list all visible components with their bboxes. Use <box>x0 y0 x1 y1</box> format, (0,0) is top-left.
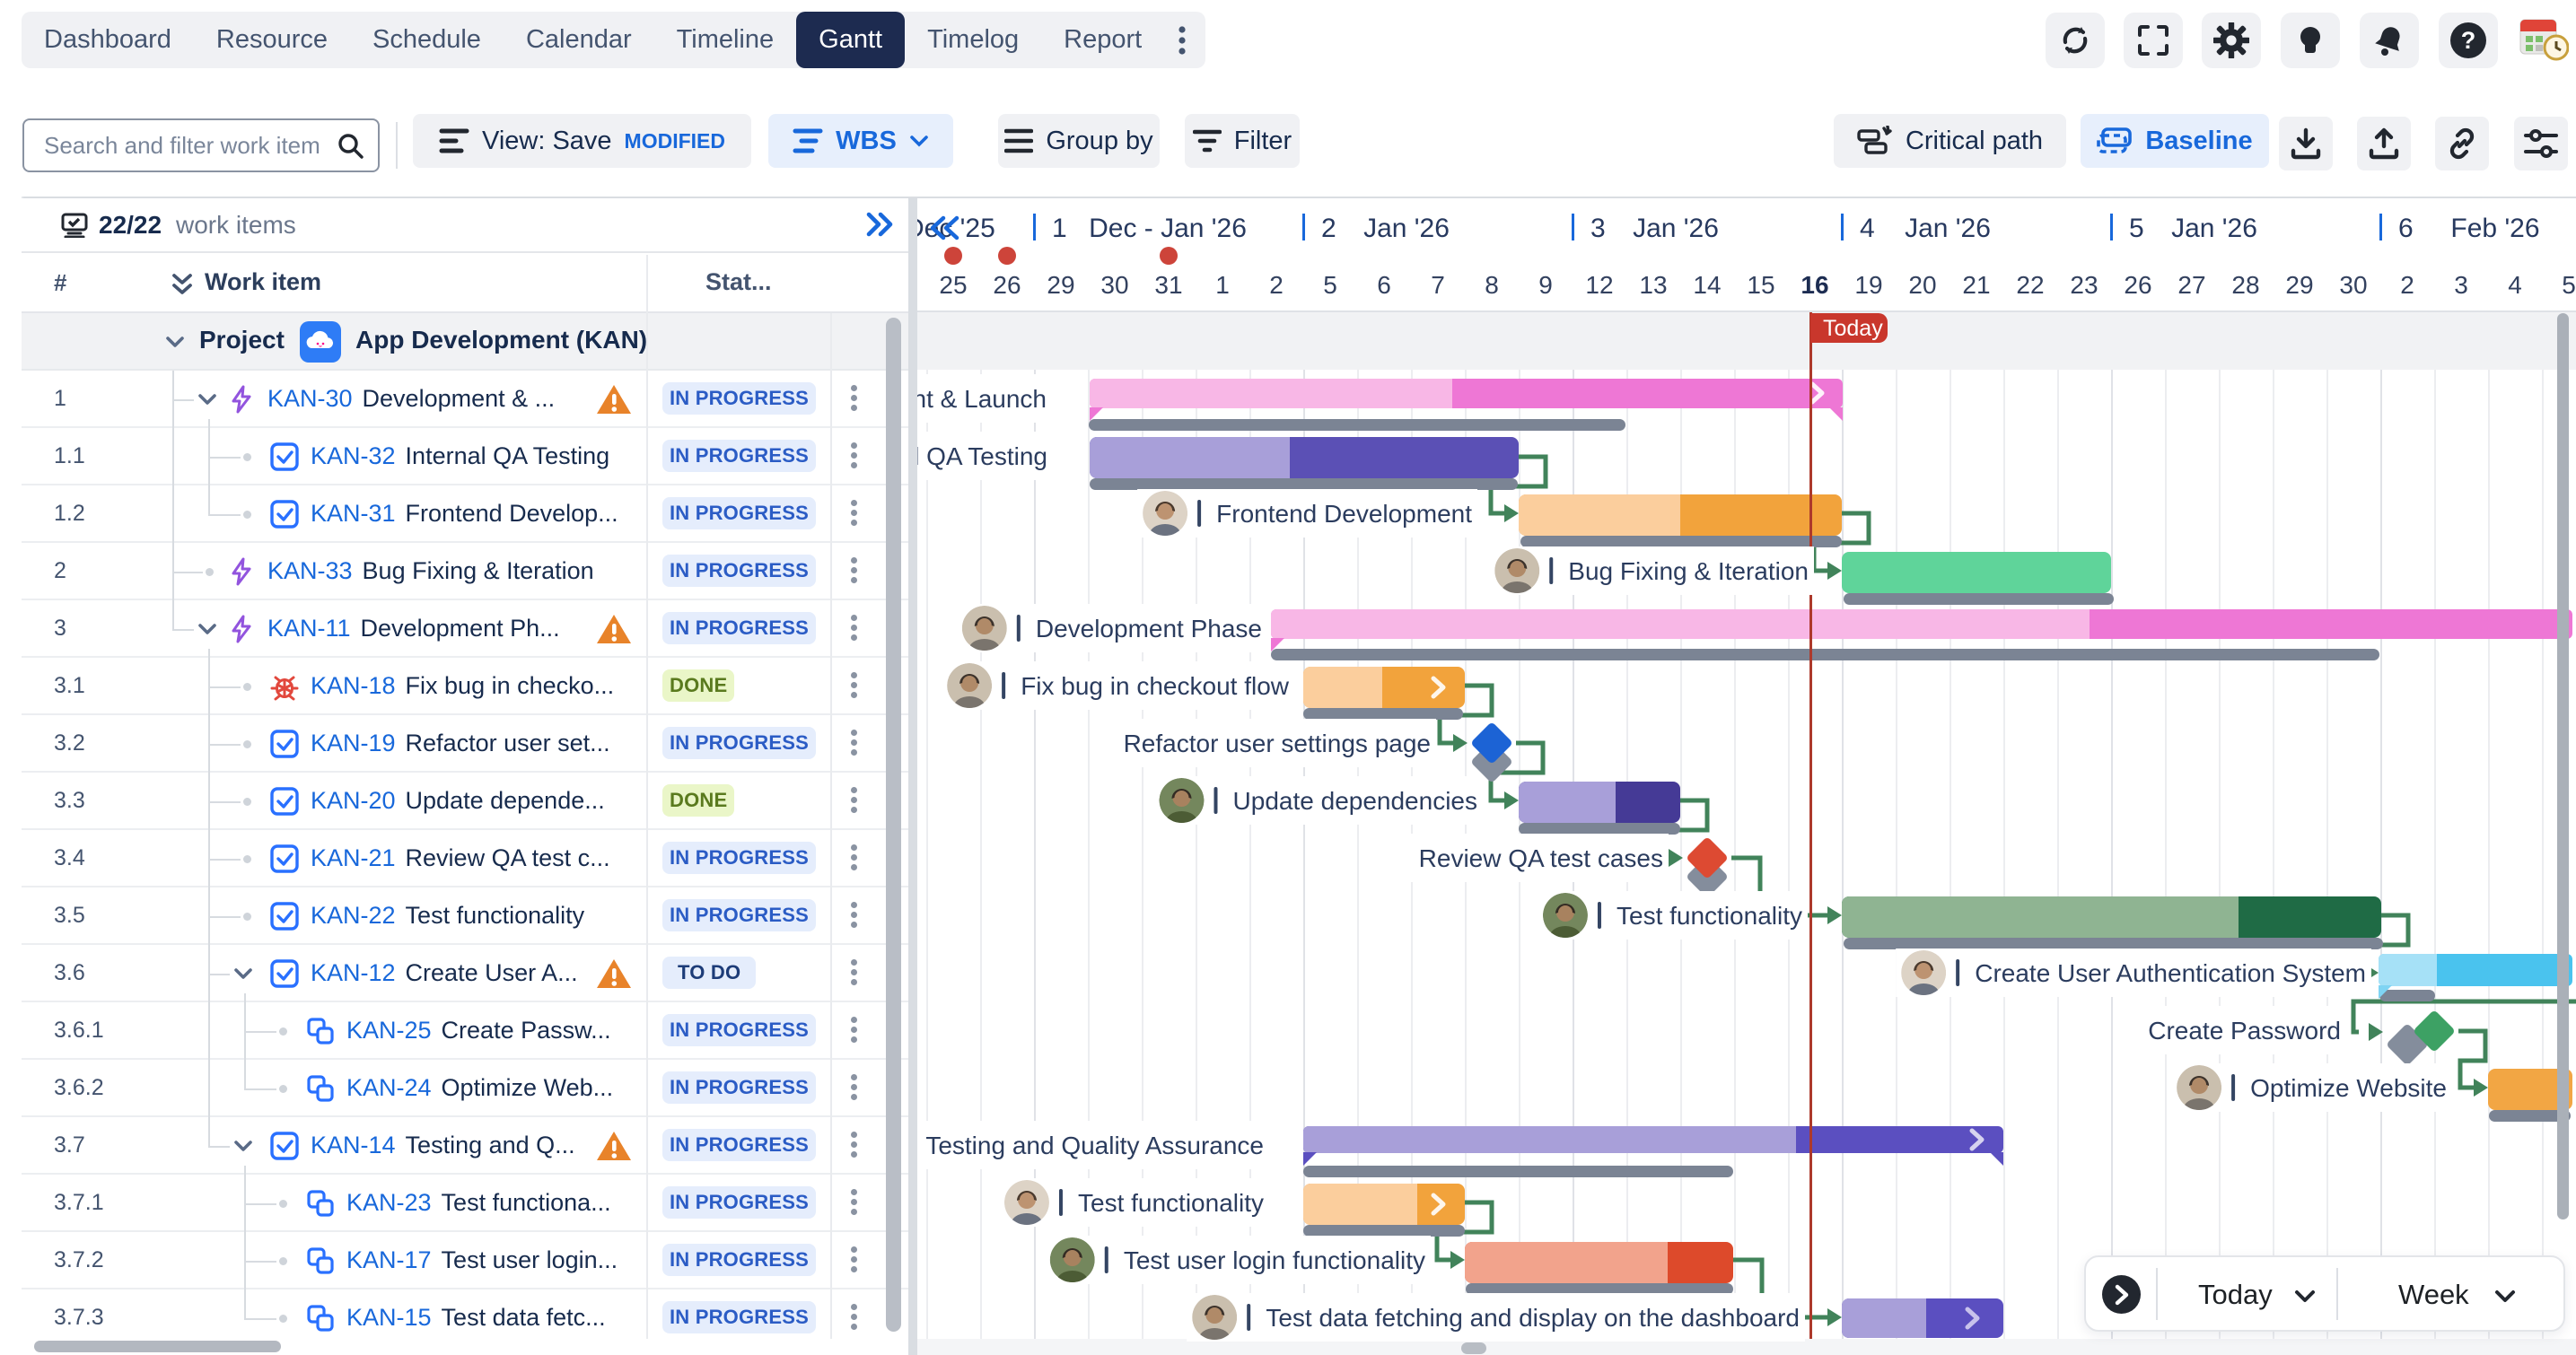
svg-text:Testing and Quality Assurance: Testing and Quality Assurance <box>925 1132 1264 1159</box>
svg-text:Test functionality: Test functionality <box>1078 1189 1264 1217</box>
svg-text:3: 3 <box>2454 271 2468 299</box>
svg-text:Test user login functionality: Test user login functionality <box>1124 1246 1425 1274</box>
svg-text:26: 26 <box>993 271 1021 299</box>
svg-text:Frontend Development: Frontend Development <box>1216 500 1472 528</box>
svg-text:22: 22 <box>2016 271 2044 299</box>
svg-text:13: 13 <box>1639 271 1667 299</box>
svg-text:Bug Fixing & Iteration: Bug Fixing & Iteration <box>1568 557 1809 585</box>
svg-text:6: 6 <box>2398 214 2414 243</box>
svg-text:5: 5 <box>2562 271 2576 299</box>
svg-text:26: 26 <box>2124 271 2151 299</box>
svg-text:2: 2 <box>1269 271 1284 299</box>
svg-text:2: 2 <box>2400 271 2414 299</box>
svg-text:30: 30 <box>2339 271 2367 299</box>
svg-text:1: 1 <box>1215 271 1230 299</box>
svg-text:Jan '26: Jan '26 <box>2171 214 2257 243</box>
svg-text:20: 20 <box>1908 271 1936 299</box>
svg-text:Create User Authentication Sys: Create User Authentication System <box>1975 959 2366 987</box>
svg-text:12: 12 <box>1585 271 1613 299</box>
svg-text:19: 19 <box>1854 271 1882 299</box>
svg-text:14: 14 <box>1693 271 1721 299</box>
svg-text:29: 29 <box>2285 271 2313 299</box>
svg-text:Dec - Jan '26: Dec - Jan '26 <box>1089 214 1247 243</box>
svg-text:Optimize Website: Optimize Website <box>2250 1074 2447 1102</box>
svg-text:23: 23 <box>2070 271 2098 299</box>
svg-text:?: ? <box>2461 27 2476 54</box>
svg-text:9: 9 <box>1538 271 1553 299</box>
svg-text:Refactor user settings page: Refactor user settings page <box>1124 730 1431 757</box>
svg-text:7: 7 <box>1431 271 1445 299</box>
svg-text:30: 30 <box>1100 271 1128 299</box>
svg-text:1: 1 <box>1052 214 1067 243</box>
svg-text:28: 28 <box>2231 271 2259 299</box>
svg-text:15: 15 <box>1747 271 1774 299</box>
svg-text:Jan '26: Jan '26 <box>1363 214 1450 243</box>
svg-text:21: 21 <box>1962 271 1990 299</box>
svg-text:Feb '26: Feb '26 <box>2450 214 2539 243</box>
svg-text:Today: Today <box>1823 316 1883 341</box>
svg-text:Review QA test cases: Review QA test cases <box>1419 844 1663 872</box>
svg-text:Jan '26: Jan '26 <box>1633 214 1719 243</box>
svg-text:2: 2 <box>1321 214 1336 243</box>
svg-text:5: 5 <box>1323 271 1337 299</box>
svg-text:Development Phase: Development Phase <box>1036 615 1262 643</box>
svg-text:Test functionality: Test functionality <box>1617 902 1802 930</box>
svg-text:16: 16 <box>1801 271 1828 299</box>
svg-text:Jan '26: Jan '26 <box>1905 214 1991 243</box>
svg-text:27: 27 <box>2177 271 2205 299</box>
svg-text:29: 29 <box>1047 271 1074 299</box>
svg-text:3: 3 <box>1590 214 1606 243</box>
svg-text:31: 31 <box>1154 271 1182 299</box>
svg-text:25: 25 <box>939 271 967 299</box>
svg-text:5: 5 <box>2129 214 2144 243</box>
svg-text:Create Password: Create Password <box>2148 1017 2341 1045</box>
svg-text:8: 8 <box>1485 271 1499 299</box>
svg-text:Internal QA Testing: Internal QA Testing <box>917 442 1047 470</box>
svg-text:6: 6 <box>1377 271 1391 299</box>
svg-text:Test data fetching and display: Test data fetching and display on the da… <box>1266 1304 1800 1332</box>
svg-text:Update dependencies: Update dependencies <box>1233 787 1477 815</box>
svg-text:4: 4 <box>1860 214 1875 243</box>
svg-text:4: 4 <box>2508 271 2522 299</box>
svg-text:Development & Launch: Development & Launch <box>917 385 1047 413</box>
svg-text:Fix bug in checkout flow: Fix bug in checkout flow <box>1021 672 1290 700</box>
